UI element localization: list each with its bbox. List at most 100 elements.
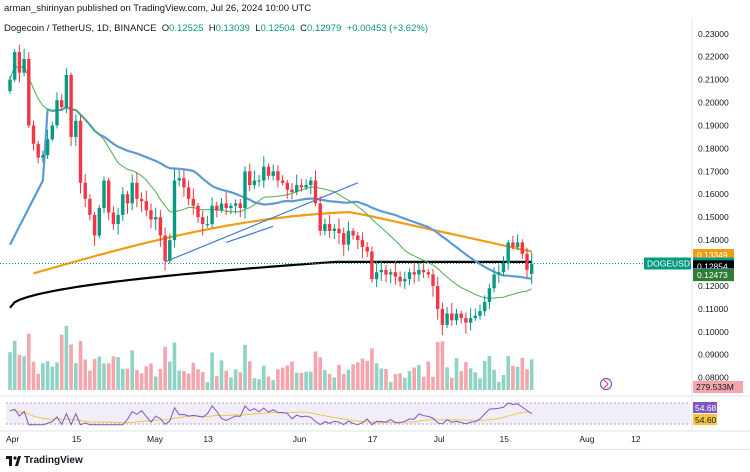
candle-body xyxy=(248,171,252,186)
price-chart[interactable]: 0.23000 0.22000 0.21000 0.20000 0.19000 0.180… xyxy=(0,18,750,449)
candle-body xyxy=(149,210,153,220)
candle-body xyxy=(45,139,50,156)
candle-body xyxy=(139,198,144,202)
volume-bar xyxy=(158,369,163,390)
alert-clock-icon xyxy=(599,377,613,391)
volume-bar xyxy=(238,372,243,390)
close-value: 0.12979 xyxy=(307,23,342,34)
footer-brand[interactable]: TradingView xyxy=(24,455,83,466)
y-tick-label: 0.20000 xyxy=(698,98,729,108)
volume-bar xyxy=(163,346,167,390)
candle-body xyxy=(266,166,271,176)
candle-body xyxy=(229,205,233,208)
volume-bar xyxy=(41,363,45,390)
volume-bar xyxy=(454,358,459,390)
volume-bar xyxy=(473,372,478,390)
volume-bar xyxy=(92,359,97,390)
volume-bars xyxy=(8,326,534,390)
volume-bar xyxy=(435,342,440,390)
volume-bar xyxy=(379,368,384,390)
candle-body xyxy=(374,272,379,280)
price-tag: 0.12473 xyxy=(697,270,728,280)
y-tick-label: 0.15000 xyxy=(698,212,729,222)
volume-bar xyxy=(97,356,102,390)
volume-bar xyxy=(388,382,393,390)
candle-body xyxy=(276,171,280,181)
volume-bar xyxy=(318,357,322,390)
volume-bar xyxy=(294,372,299,390)
rsi-line xyxy=(9,402,532,426)
symbol-legend: Dogecoin / TetherUS, 1D, BINANCE O0.1252… xyxy=(4,23,428,34)
volume-bar xyxy=(445,367,449,390)
candle-body xyxy=(384,269,388,275)
candle-body xyxy=(337,228,341,234)
trendline xyxy=(164,182,359,263)
candle-body xyxy=(440,308,445,325)
volume-bar xyxy=(327,373,332,390)
volume-bar xyxy=(210,352,214,390)
candle-body xyxy=(238,203,242,208)
candle-body xyxy=(492,274,496,289)
candle-body xyxy=(154,217,158,220)
candle-body xyxy=(431,274,435,286)
volume-bar xyxy=(356,362,360,390)
x-tick-label: 12 xyxy=(631,434,641,444)
volume-bar xyxy=(78,341,83,390)
candle-body xyxy=(191,198,195,206)
candle-body xyxy=(520,242,524,254)
y-tick-label: 0.10000 xyxy=(698,327,729,337)
open-value: 0.12525 xyxy=(169,23,204,34)
volume-bar xyxy=(271,380,275,390)
candle-body xyxy=(313,180,318,204)
candle-body xyxy=(182,178,186,188)
candle-body xyxy=(125,194,130,204)
candle-body xyxy=(27,58,31,126)
volume-bar xyxy=(421,376,426,390)
candle-body xyxy=(342,233,346,245)
candle-body xyxy=(135,182,139,199)
candle-body xyxy=(525,253,529,270)
symbol-tag: DOGEUSDT xyxy=(647,259,695,269)
volume-bar xyxy=(12,340,17,390)
candle-body xyxy=(360,240,365,247)
high-value: 0.13039 xyxy=(215,23,250,34)
volume-bar xyxy=(125,368,130,390)
footer: TradingView xyxy=(0,449,750,472)
candle-body xyxy=(210,205,214,225)
candle-body xyxy=(121,194,125,215)
ma-20-line xyxy=(9,65,532,299)
publisher-header: arman_shirinyan published on TradingView… xyxy=(0,0,750,20)
price-tag: 0.13349 xyxy=(697,250,728,260)
volume-bar xyxy=(529,359,534,390)
ma-50-line xyxy=(9,105,532,280)
candle-body xyxy=(233,203,238,206)
volume-bar xyxy=(304,371,308,390)
candle-body xyxy=(158,217,163,236)
volume-bar xyxy=(83,359,87,390)
volume-bar xyxy=(229,377,233,390)
candle-body xyxy=(177,178,181,181)
y-tick-label: 0.17000 xyxy=(698,166,729,176)
candle-body xyxy=(464,318,468,323)
volume-bar xyxy=(407,371,412,390)
volume-bar xyxy=(266,376,271,390)
volume-bar xyxy=(417,364,421,390)
volume-bar xyxy=(186,373,191,390)
volume-bar xyxy=(233,369,238,390)
volume-bar xyxy=(520,357,525,390)
candle-body xyxy=(64,75,69,108)
candle-body xyxy=(483,302,487,312)
candle-body xyxy=(280,180,285,183)
volume-bar xyxy=(106,363,111,390)
volume-bar xyxy=(323,370,327,390)
volume-bar xyxy=(149,363,153,390)
candle-body xyxy=(454,313,459,321)
volume-bar xyxy=(177,370,181,390)
volume-bar xyxy=(205,382,210,390)
alert-bolt-icon xyxy=(603,379,609,389)
ma-100-line xyxy=(33,210,532,275)
volume-bar xyxy=(337,364,341,390)
volume-bar xyxy=(153,376,158,390)
symbol-name[interactable]: Dogecoin / TetherUS, 1D, BINANCE xyxy=(4,23,157,34)
candle-body xyxy=(74,120,78,137)
